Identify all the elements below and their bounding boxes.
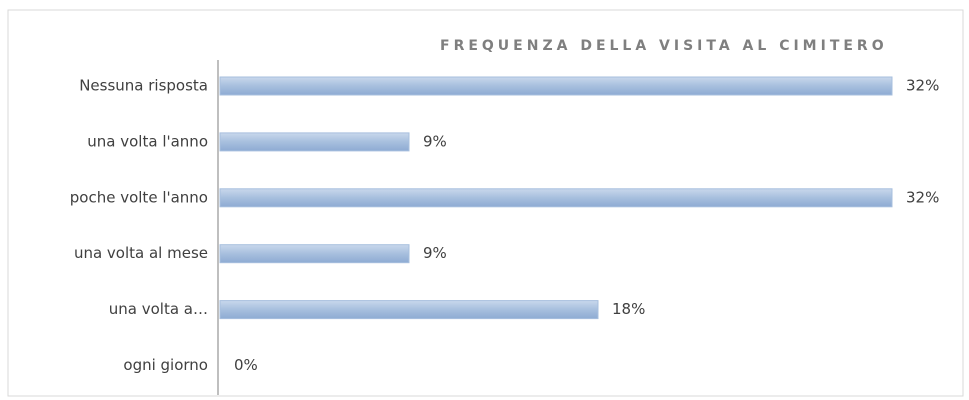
y-tick-label: una volta l'anno <box>87 132 208 150</box>
y-tick-label: poche volte l'anno <box>70 188 208 206</box>
chart-title: FREQUENZA DELLA VISITA AL CIMITERO <box>440 38 888 54</box>
data-label: 18% <box>612 300 645 318</box>
y-tick-label: una volta a… <box>109 300 208 318</box>
bar <box>219 244 410 264</box>
y-tick-label: ogni giorno <box>123 356 208 374</box>
y-tick-label: Nessuna risposta <box>79 77 208 95</box>
data-label: 32% <box>906 77 939 95</box>
y-tick-label: una volta al mese <box>74 244 208 262</box>
data-label: 9% <box>423 132 447 150</box>
bar <box>219 76 893 96</box>
data-label: 9% <box>423 244 447 262</box>
bar <box>219 300 599 320</box>
data-label: 32% <box>906 188 939 206</box>
bar <box>219 132 410 152</box>
chart-border <box>7 9 964 397</box>
bar <box>219 188 893 208</box>
data-label: 0% <box>234 356 258 374</box>
